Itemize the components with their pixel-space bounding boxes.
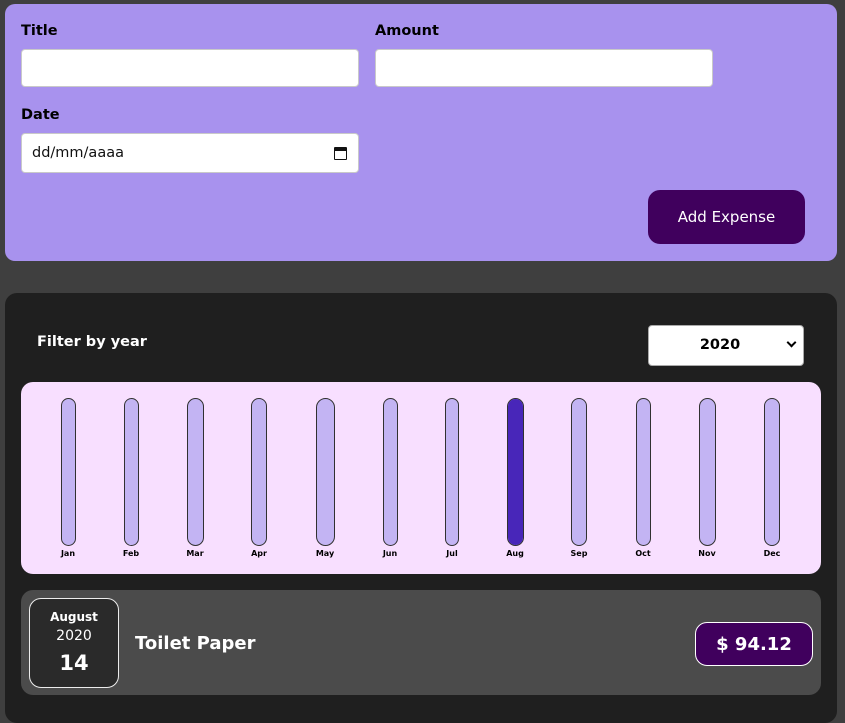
chart-bar-mar: [186, 398, 204, 546]
expense-date: August 2020 14: [29, 598, 119, 688]
chart-label-aug: Aug: [506, 549, 524, 558]
date-placeholder: dd/mm/aaaa: [32, 145, 124, 161]
chart-bar-apr: [251, 398, 267, 546]
chart-label-mar: Mar: [186, 549, 204, 558]
expenses-panel: Filter by year 2020 Jan Feb Mar Apr May Jun Ju…: [5, 293, 837, 723]
chart-bar-dec: [764, 398, 780, 546]
chart-label-dec: Dec: [763, 549, 781, 558]
new-expense-form: Title Amount Date dd/mm/aaaa Add Expense: [5, 4, 837, 261]
chart-bar-jan: [60, 398, 76, 546]
chart-bar-jun: [382, 398, 398, 546]
year-filter-select[interactable]: 2020: [648, 325, 804, 366]
expense-title: Toilet Paper: [135, 633, 256, 654]
amount-label: Amount: [375, 23, 439, 39]
chart-label-jun: Jun: [382, 549, 398, 558]
chart-bar-fill: [507, 399, 523, 545]
date-input[interactable]: dd/mm/aaaa: [21, 133, 359, 173]
expenses-chart: Jan Feb Mar Apr May Jun Jul Aug Sep Oct Nov Dec: [21, 382, 821, 574]
chart-label-apr: Apr: [251, 549, 267, 558]
chart-label-may: May: [315, 549, 335, 558]
chart-label-feb: Feb: [122, 549, 140, 558]
title-input[interactable]: [21, 49, 359, 87]
calendar-icon[interactable]: [334, 147, 347, 160]
chart-bar-nov: [698, 398, 716, 546]
chart-label-sep: Sep: [570, 549, 588, 558]
chart-bar-sep: [571, 398, 587, 546]
date-label: Date: [21, 107, 60, 123]
chart-label-jul: Jul: [446, 549, 458, 558]
expense-day: 14: [59, 651, 89, 675]
expense-price: $ 94.12: [695, 622, 813, 666]
chart-bar-feb: [123, 398, 139, 546]
expense-month: August: [50, 610, 98, 624]
selected-year: 2020: [699, 337, 741, 353]
chart-bar-oct: [635, 398, 651, 546]
chart-label-oct: Oct: [635, 549, 651, 558]
filter-label: Filter by year: [37, 334, 147, 350]
chart-label-jan: Jan: [60, 549, 76, 558]
title-label: Title: [21, 23, 58, 39]
expense-year: 2020: [56, 628, 92, 644]
amount-input[interactable]: [375, 49, 713, 87]
chart-label-nov: Nov: [698, 549, 716, 558]
add-expense-button[interactable]: Add Expense: [648, 190, 805, 244]
chart-bar-may: [315, 398, 335, 546]
chart-bar-jul: [445, 398, 459, 546]
expense-item: August 2020 14 Toilet Paper $ 94.12: [21, 590, 821, 695]
chart-bar-aug: [506, 398, 524, 546]
